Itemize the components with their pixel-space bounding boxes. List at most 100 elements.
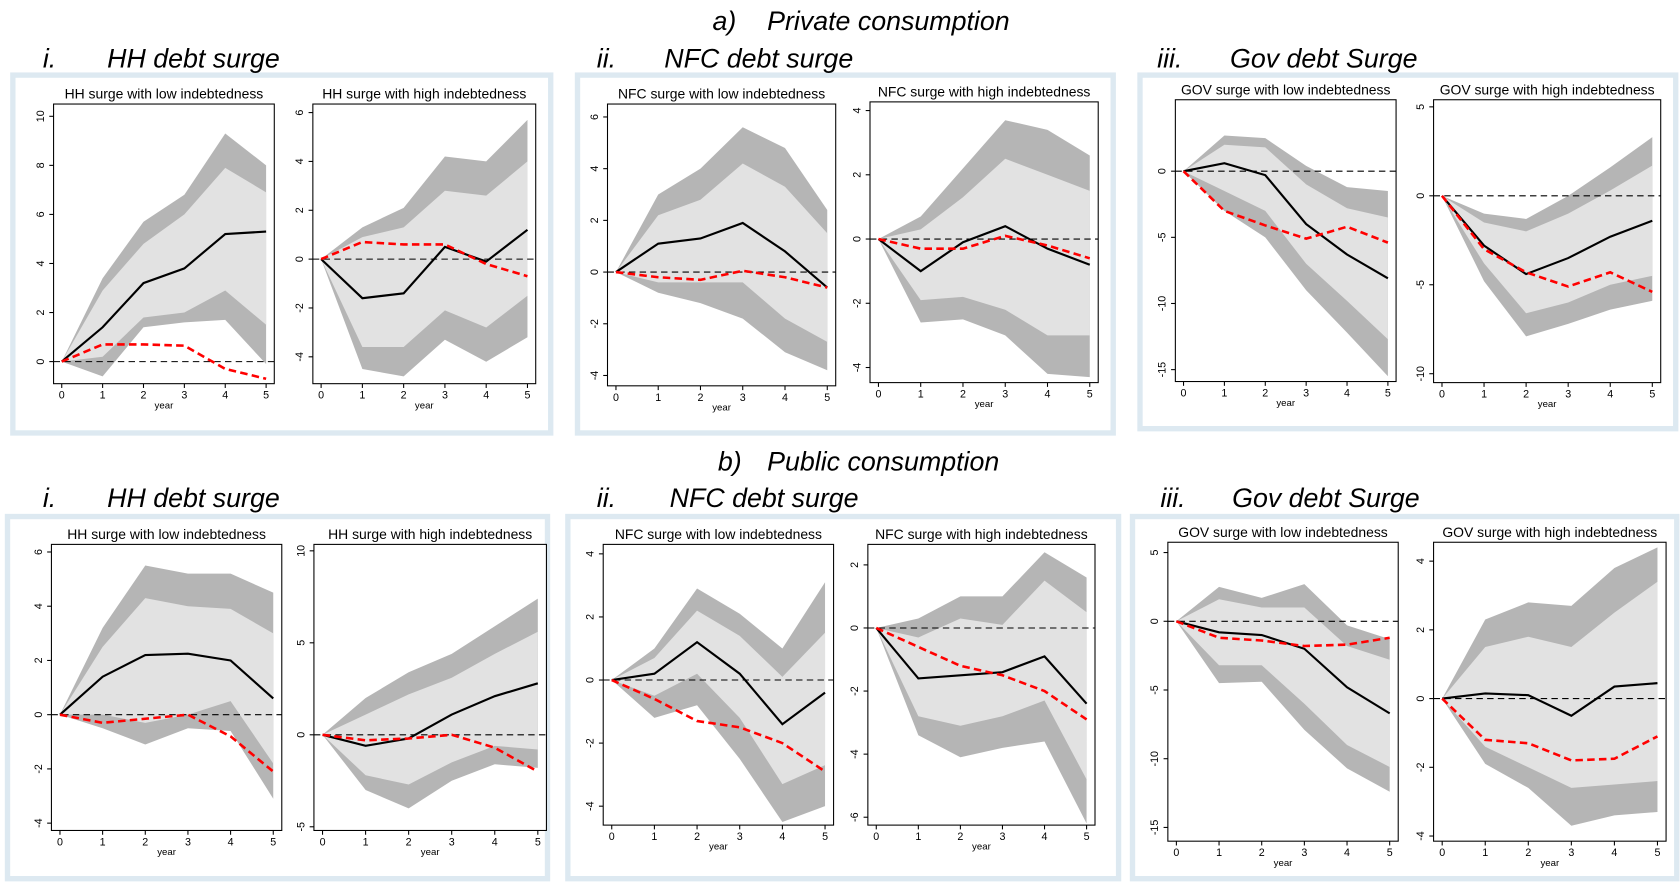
x-axis-label: year xyxy=(1538,399,1558,410)
x-tick-label: 2 xyxy=(406,836,412,848)
y-tick-label: 6 xyxy=(589,114,601,120)
y-tick-label: 0 xyxy=(295,732,307,738)
group-title: Gov debt Surge xyxy=(1232,483,1419,513)
y-tick-label: 0 xyxy=(1149,618,1161,624)
black-line xyxy=(877,225,1091,273)
red-dashed-line xyxy=(878,234,1091,260)
panel: -4 -2 0 2 4 0 1 2 3 4 5 year NFC surge with low inde… xyxy=(585,526,835,853)
y-tick-label: -4 xyxy=(294,352,306,362)
group-title: Gov debt Surge xyxy=(1230,44,1417,74)
section-title: Public consumption xyxy=(767,446,999,476)
y-tick-label: 0 xyxy=(589,269,601,275)
x-tick-label: 3 xyxy=(185,836,191,848)
y-tick-label: 2 xyxy=(585,614,597,620)
x-axis-label: year xyxy=(421,847,441,858)
x-tick-label: 4 xyxy=(779,831,785,843)
y-tick-label: 6 xyxy=(294,110,306,116)
x-tick-label: 2 xyxy=(697,392,703,404)
plot-border xyxy=(312,103,537,385)
x-tick-label: 1 xyxy=(655,392,661,404)
section-label: b) xyxy=(718,446,742,476)
y-tick-label: 4 xyxy=(585,551,597,557)
black-line xyxy=(59,652,274,716)
y-tick-label: -10 xyxy=(1149,751,1161,767)
y-tick-label: -10 xyxy=(1157,296,1169,312)
y-tick-label: 4 xyxy=(294,158,306,164)
x-tick-label: 0 xyxy=(1173,847,1179,859)
x-tick-label: 2 xyxy=(957,831,963,843)
y-tick-label: -2 xyxy=(589,319,601,329)
black-line xyxy=(1441,195,1653,276)
x-tick-label: 3 xyxy=(740,392,746,404)
y-tick-label: 0 xyxy=(849,625,861,631)
x-tick-label: 4 xyxy=(1607,389,1613,401)
y-tick-label: 0 xyxy=(585,677,597,683)
y-tick-label: 5 xyxy=(1415,104,1427,110)
x-tick-label: 0 xyxy=(609,831,615,843)
panel: 0 2 4 6 8 10 0 1 2 3 4 5 year HH surge with low indeb… xyxy=(35,86,275,411)
panel-title: NFC surge with low indebtedness xyxy=(615,526,822,542)
black-line xyxy=(615,221,828,289)
panel: -15 -10 -5 0 5 0 1 2 3 4 5 year GOV surge with low i… xyxy=(1149,524,1399,869)
black-line xyxy=(1442,682,1658,717)
x-tick-label: 1 xyxy=(915,831,921,843)
x-tick-label: 3 xyxy=(1301,847,1307,859)
plot-border xyxy=(50,543,283,831)
red-dashed-line xyxy=(1182,170,1389,244)
plot-border xyxy=(313,543,547,831)
black-line xyxy=(61,230,267,363)
y-tick-label: 2 xyxy=(35,310,47,316)
y-tick-label: 2 xyxy=(851,172,863,178)
y-tick-label: -4 xyxy=(851,363,863,373)
panel: -4 -2 0 2 4 0 1 2 3 4 5 year NFC surge with high ind… xyxy=(851,84,1099,410)
black-line xyxy=(875,627,1088,705)
x-tick-label: 1 xyxy=(100,390,106,402)
x-tick-label: 0 xyxy=(320,836,326,848)
y-tick-label: 4 xyxy=(33,603,45,609)
y-tick-label: -2 xyxy=(33,764,45,774)
confidence-band xyxy=(876,580,1087,780)
x-tick-label: 4 xyxy=(483,390,489,402)
x-axis-label: year xyxy=(415,400,435,411)
plot-border xyxy=(867,543,1096,826)
confidence-band xyxy=(615,163,828,342)
y-tick-label: 8 xyxy=(35,162,47,168)
group-title: HH debt surge xyxy=(107,44,280,74)
y-tick-label: -2 xyxy=(294,303,306,313)
y-tick-label: 0 xyxy=(1415,696,1427,702)
panel-title: GOV surge with low indebtedness xyxy=(1178,524,1388,540)
y-tick-label: 2 xyxy=(589,217,601,223)
confidence-band xyxy=(1176,599,1390,767)
panel: -15 -10 -5 0 0 1 2 3 4 5 year GOV surge with low in… xyxy=(1157,81,1397,409)
x-tick-label: 3 xyxy=(442,390,448,402)
y-tick-label: -10 xyxy=(1415,366,1427,382)
panel-title: HH surge with low indebtedness xyxy=(67,526,266,542)
x-tick-label: 0 xyxy=(613,392,619,404)
group-title: HH debt surge xyxy=(107,483,280,513)
x-tick-label: 1 xyxy=(651,831,657,843)
x-tick-label: 5 xyxy=(1649,389,1655,401)
group-number: iii. xyxy=(1160,483,1185,513)
x-tick-label: 5 xyxy=(1385,388,1391,400)
red-dashed-line xyxy=(1175,620,1390,648)
black-line xyxy=(1176,620,1391,715)
plot-border xyxy=(1433,541,1667,842)
y-tick-label: 2 xyxy=(33,657,45,663)
section-label: a) xyxy=(713,6,737,36)
y-tick-label: 4 xyxy=(1415,558,1427,564)
y-tick-label: 0 xyxy=(1415,193,1427,199)
y-tick-label: 2 xyxy=(294,207,306,213)
group-number: ii. xyxy=(597,44,616,74)
x-tick-label: 3 xyxy=(1303,388,1309,400)
x-tick-label: 0 xyxy=(873,831,879,843)
x-tick-label: 2 xyxy=(141,390,147,402)
y-tick-label: 5 xyxy=(1149,550,1161,556)
group-title: NFC debt surge xyxy=(664,44,853,74)
x-tick-label: 4 xyxy=(1344,847,1350,859)
panel-title: GOV surge with low indebtedness xyxy=(1181,81,1391,97)
y-tick-label: -4 xyxy=(849,749,861,759)
y-tick-label: 0 xyxy=(33,712,45,718)
x-axis-label: year xyxy=(709,842,729,853)
panel: -4 -2 0 2 4 6 0 1 2 3 4 5 year HH surge with high ind… xyxy=(294,86,537,411)
